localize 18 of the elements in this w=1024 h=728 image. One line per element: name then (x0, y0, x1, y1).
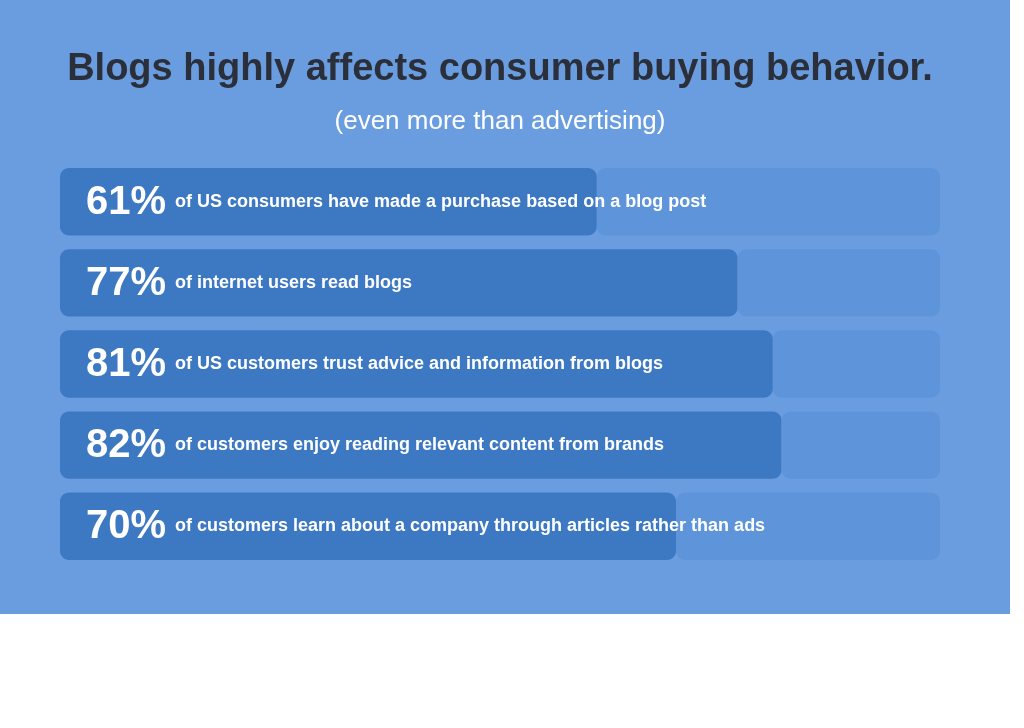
data-label: 82% (86, 421, 167, 466)
data-label: 70% (86, 502, 167, 547)
bar (772, 330, 940, 398)
bar (781, 411, 940, 479)
y-tick-label: of US customers trust advice and information from blogs (175, 353, 664, 373)
chart-subtitle: (even more than advertising) (334, 105, 666, 135)
chart-title: Blogs highly affects consumer buying behavior. (67, 46, 933, 88)
y-tick-label: of customers enjoy reading relevant content from brands (175, 434, 665, 455)
y-tick-label: of internet users read blogs (175, 271, 413, 292)
data-label: 81% (86, 340, 167, 384)
bar (60, 411, 782, 479)
bar (60, 330, 773, 398)
data-label: 77% (86, 258, 167, 303)
y-tick-label: of customers learn about a company through articles rather than ads (175, 515, 766, 536)
bar (737, 249, 940, 317)
data-label: 61% (86, 177, 167, 222)
bar (60, 249, 738, 317)
y-tick-label: of US consumers have made a purchase based on a blog post (175, 190, 707, 211)
